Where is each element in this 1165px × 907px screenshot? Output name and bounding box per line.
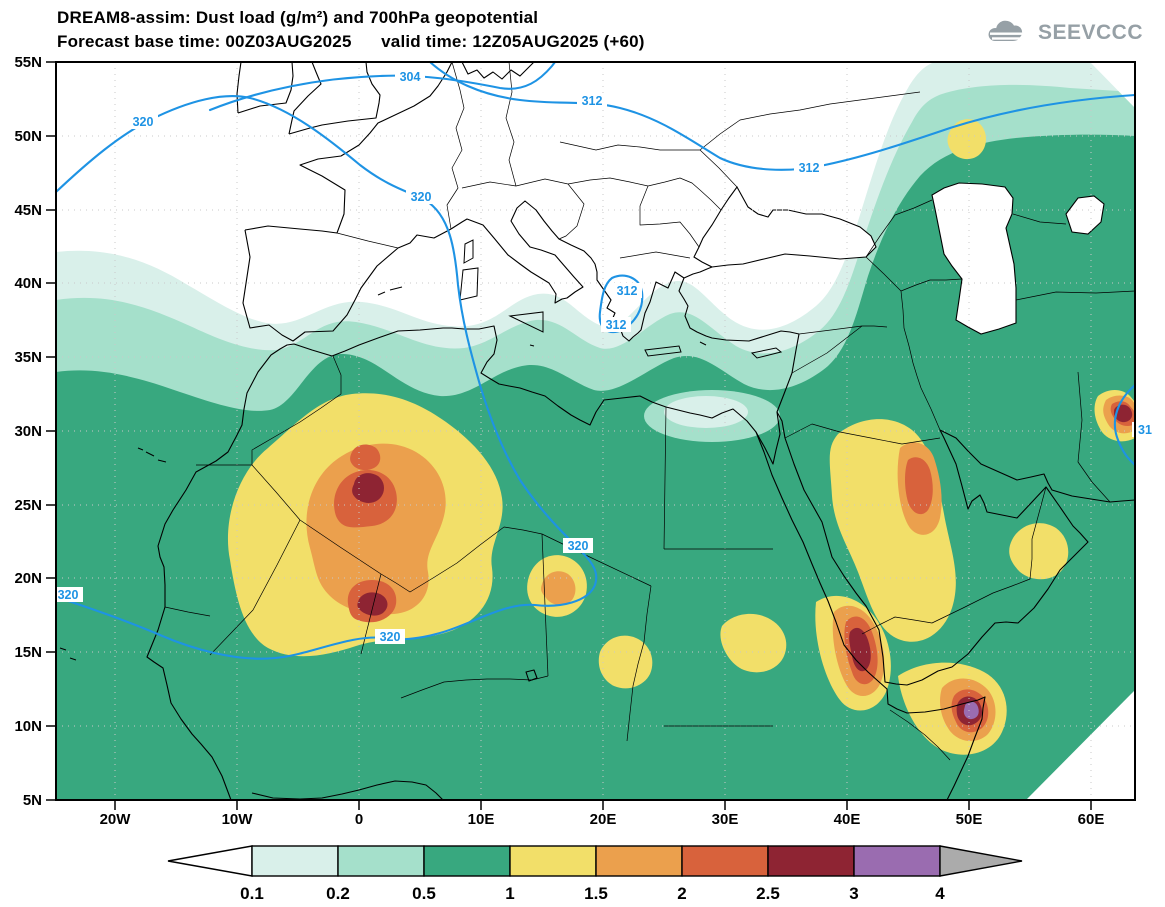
colorbar-label: 3 [849,884,858,903]
contour-label: 312 [606,318,627,332]
colorbar-label: 2.5 [756,884,780,903]
contour-label: 312 [617,284,638,298]
colorbar-label: 2 [677,884,686,903]
seas [693,182,1105,335]
dust-purple-core [963,701,979,720]
colorbar-label: 0.1 [240,884,264,903]
lat-tick-label: 35N [14,349,42,366]
colorbar-right-arrow [939,845,1023,877]
black-sea [693,185,877,268]
lon-tick-label: 10E [468,811,495,828]
seevccc-logo: SEEVCCC [984,18,1143,48]
lat-tick-label: 45N [14,202,42,219]
contour-label: 312 [799,161,820,175]
lat-tick-label: 10N [14,718,42,735]
islands [59,239,783,661]
lat-tick-label: 25N [14,497,42,514]
lat-tick-label: 50N [14,128,42,145]
lon-tick-label: 0 [355,811,363,828]
longitude-axis: 20W 10W 0 10E 20E 30E 40E 50E 60E [100,811,1105,828]
coastlines [146,61,1136,801]
chart-title: DREAM8-assim: Dust load (g/m²) and 700hP… [57,8,539,27]
lat-tick-label: 55N [14,54,42,71]
geopotential-contour-labels: 320 304 312 320 312 312 312 320 320 320 … [53,69,1158,644]
lat-tick-label: 20N [14,570,42,587]
lat-tick-label: 40N [14,275,42,292]
colorbar-label: 4 [935,884,945,903]
lat-tick-label: 5N [23,792,42,809]
contour-label: 320 [568,539,589,553]
colorbar-left-arrow [167,845,253,877]
contour-label: 320 [58,588,79,602]
logo-text: SEEVCCC [1037,21,1143,44]
lon-tick-label: 20W [100,811,132,828]
colorbar: 0.1 0.2 0.5 1 1.5 2 2.5 3 4 [167,845,1023,903]
colorbar-labels: 0.1 0.2 0.5 1 1.5 2 2.5 3 4 [240,884,945,903]
axis-ticks [46,61,1092,810]
contour-label: 31 [1138,423,1152,437]
dust-fill-layers [56,62,1135,801]
lon-tick-label: 40E [834,811,861,828]
latitude-axis: 55N 50N 45N 40N 35N 30N 25N 20N 15N 10N … [14,54,42,809]
caspian-sea [931,182,1017,335]
lon-tick-label: 30E [712,811,739,828]
lon-tick-label: 10W [222,811,254,828]
lon-tick-label: 60E [1078,811,1105,828]
lat-tick-label: 30N [14,423,42,440]
chart-subtitle-times: Forecast base time: 00Z03AUG2025 valid t… [57,32,645,51]
lon-tick-label: 20E [590,811,617,828]
colorbar-label: 1.5 [584,884,608,903]
colorbar-label: 0.5 [412,884,436,903]
contour-label: 320 [133,115,154,129]
contour-label: 312 [582,94,603,108]
contour-label: 304 [400,70,421,84]
lon-tick-label: 50E [956,811,983,828]
colorbar-label: 0.2 [326,884,350,903]
aral-sea [1065,195,1105,235]
cloud-icon [988,20,1024,41]
contour-label: 320 [380,630,401,644]
lat-tick-label: 15N [14,644,42,661]
contour-label: 320 [411,190,432,204]
colorbar-label: 1 [505,884,514,903]
